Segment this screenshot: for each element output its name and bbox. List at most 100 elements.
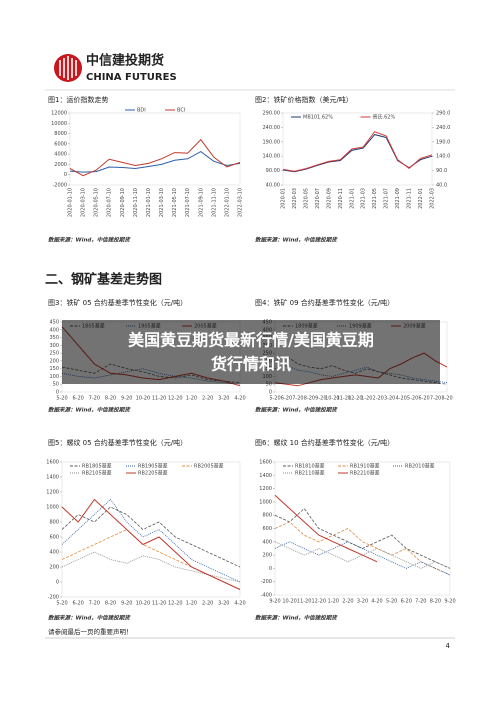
x-tick-label: 2-20	[342, 599, 353, 605]
x-tick-label: 2021-05	[372, 188, 378, 209]
y-tick-label: 600	[49, 535, 59, 541]
y-tick-label: 800	[49, 520, 59, 526]
legend-label: RB1810基差	[295, 463, 325, 470]
figure-source: 数据来源：Wind，中信建投期货	[255, 237, 338, 244]
x-tick-label: 11-20	[297, 599, 312, 605]
x-tick-label: 1-20	[328, 599, 339, 605]
series-line	[274, 541, 451, 576]
figure-title: 图3：铁矿 05 合约基差季节性变化（元/吨）	[48, 298, 187, 307]
x-tick-label: 2020-03-10	[81, 188, 87, 217]
x-tick-label: 1-20	[361, 396, 372, 402]
x-tick-label: 12-20	[168, 601, 183, 607]
x-tick-label: 7-20	[89, 396, 100, 402]
x-tick-label: 2020-11	[338, 188, 344, 209]
x-tick-label: 8-20	[105, 601, 116, 607]
series-line	[61, 498, 241, 590]
figure-title: 图5：螺纹 05 合约基差季节性变化（元/吨）	[48, 438, 187, 447]
figure-title: 图1：运价指数走势	[48, 95, 108, 104]
y-tick-label: 450	[49, 320, 59, 326]
figure-title: 图6：螺纹 10 合约基差季节性变化（元/吨）	[255, 438, 394, 447]
y-tick-label: 40.00	[266, 183, 280, 189]
legend-label: RB2210基差	[350, 470, 380, 477]
x-tick-label: 4-20	[234, 396, 245, 402]
overlay-title: 货行情和讯	[211, 355, 291, 374]
x-tick-label: 2021-07	[384, 188, 390, 209]
x-tick-label: 1-20	[186, 396, 197, 402]
x-tick-label: 2021-01-10	[146, 188, 152, 217]
x-tick-label: 2021-11	[407, 188, 413, 209]
legend-label: BCI	[177, 108, 185, 114]
x-tick-label: 8-20	[304, 396, 315, 402]
x-tick-label: 2021-03	[361, 188, 367, 209]
y2-tick-label: 290.0	[436, 111, 450, 117]
x-tick-label: 9-20	[269, 599, 280, 605]
x-tick-label: 2021-03-10	[159, 188, 165, 217]
y-tick-label: 1400	[46, 475, 59, 481]
x-tick-label: 10-20	[136, 601, 151, 607]
x-tick-label: 9-20	[444, 599, 455, 605]
series-line	[61, 506, 241, 568]
x-tick-label: 12-20	[348, 396, 363, 402]
y-tick-label: 250	[49, 351, 59, 357]
x-tick-label: 7-20	[415, 599, 426, 605]
y-tick-label: 400	[49, 327, 59, 333]
x-tick-label: 5-20	[407, 396, 418, 402]
x-tick-label: 4-20	[371, 599, 382, 605]
y-tick-label: 140.00	[263, 154, 281, 160]
legend-label: RB2005基差	[194, 463, 224, 470]
y-tick-label: 350	[49, 335, 59, 341]
y-tick-label: 0	[56, 580, 59, 586]
series-line	[282, 131, 433, 172]
legend-label: RB2105基差	[82, 470, 112, 477]
x-tick-label: 5-20	[56, 396, 67, 402]
x-tick-label: 3-20	[218, 601, 229, 607]
figure-title: 图2：铁矿价格指数（美元/吨）	[255, 95, 353, 104]
y2-tick-label: 140.0	[436, 154, 450, 160]
x-tick-label: 2021-01	[349, 188, 355, 209]
y-tick-label: 1000	[46, 505, 59, 511]
x-tick-label: 2020-09	[326, 188, 332, 209]
figures: 图1：运价指数走势数据来源：Wind，中信建投期货-20000200040006…	[46, 95, 455, 622]
plot-frame	[282, 112, 433, 186]
y-tick-label: 90.00	[266, 168, 280, 174]
x-tick-label: 6-20	[401, 599, 412, 605]
y2-tick-label: 90.0	[436, 168, 447, 174]
x-tick-label: 6-20	[73, 601, 84, 607]
x-tick-label: 2022-01	[418, 188, 424, 209]
legend-label: RB1910基差	[350, 463, 380, 470]
overlay-title: 美国黄豆期货最新行情/美国黄豆期	[128, 331, 374, 350]
y-tick-label: 1600	[46, 460, 59, 466]
legend-label: RB2205基差	[138, 470, 168, 477]
figure-source: 数据来源：Wind，中信建投期货	[48, 237, 131, 244]
x-tick-label: 6-20	[418, 396, 429, 402]
legend-label: RB1905基差	[138, 463, 168, 470]
x-tick-label: 2-20	[202, 601, 213, 607]
y2-tick-label: 240.0	[436, 125, 450, 131]
x-tick-label: 2-20	[202, 396, 213, 402]
x-tick-label: 5-20	[386, 599, 397, 605]
x-tick-label: 4-20	[395, 396, 406, 402]
y-tick-label: 300	[49, 343, 59, 349]
plot-frame	[69, 112, 241, 186]
series-line	[274, 494, 378, 563]
y-tick-label: 0	[64, 172, 67, 178]
x-tick-label: 2021-09-10	[198, 188, 204, 217]
y-tick-label: -200	[261, 579, 272, 585]
x-tick-label: 10-20	[325, 396, 340, 402]
overlay: 美国黄豆期货最新行情/美国黄豆期 货行情和讯	[62, 320, 440, 384]
x-tick-label: 2020-07-10	[107, 188, 113, 217]
y-tick-label: 4000	[54, 152, 67, 158]
company-name-en: CHINA FUTURES	[86, 72, 177, 83]
x-tick-label: 10-20	[282, 599, 297, 605]
x-tick-label: 4-20	[234, 601, 245, 607]
logo	[54, 54, 82, 82]
y-tick-label: 400	[49, 550, 59, 556]
y2-tick-label: 40.0	[436, 183, 447, 189]
y-tick-label: 1600	[259, 460, 272, 466]
series-line	[69, 151, 241, 173]
x-tick-label: 2020-09-10	[120, 188, 126, 217]
x-tick-label: 11-20	[337, 396, 352, 402]
y-tick-label: 0	[269, 566, 272, 572]
x-tick-label: 5-20	[56, 601, 67, 607]
